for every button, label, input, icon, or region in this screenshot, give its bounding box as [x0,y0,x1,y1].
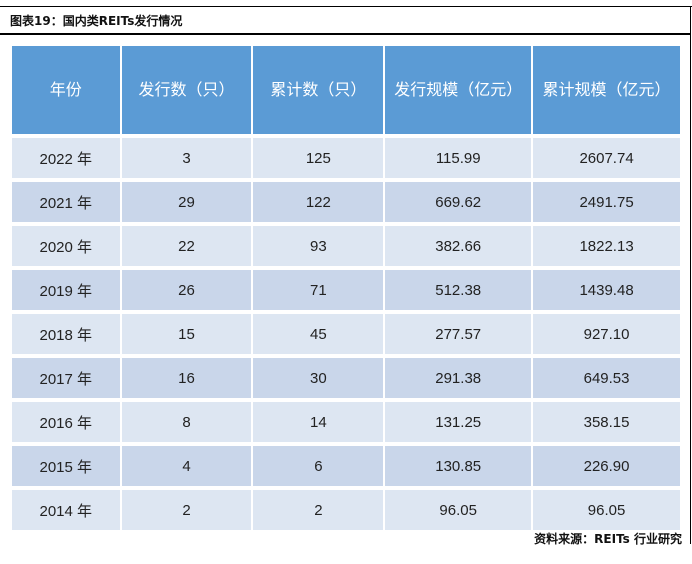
cell-issued-scale: 277.57 [385,314,532,354]
cell-issued-scale: 115.99 [385,138,532,178]
cell-issued-scale: 669.62 [385,182,532,222]
title-divider [0,33,691,35]
cell-cumulative-scale: 927.10 [533,314,680,354]
cell-issued-count: 4 [121,446,252,486]
cell-year: 2022 年 [12,138,120,178]
header-row: 年份 发行数（只） 累计数（只） 发行规模（亿元） 累计规模（亿元） [12,46,680,134]
header-cumulative-scale: 累计规模（亿元） [533,46,680,134]
cell-year: 2018 年 [12,314,120,354]
cell-issued-count: 16 [121,358,252,398]
cell-issued-scale: 382.66 [385,226,532,266]
header-issued-count: 发行数（只） [121,46,252,134]
cell-cumulative-count: 122 [253,182,384,222]
cell-issued-count: 22 [121,226,252,266]
cell-cumulative-count: 30 [253,358,384,398]
cell-cumulative-scale: 1439.48 [533,270,680,310]
cell-year: 2016 年 [12,402,120,442]
reits-issuance-table: 年份 发行数（只） 累计数（只） 发行规模（亿元） 累计规模（亿元） 2022 … [10,42,682,534]
cell-issued-count: 3 [121,138,252,178]
cell-issued-count: 26 [121,270,252,310]
cell-year: 2020 年 [12,226,120,266]
figure-title: 图表19：国内类REITs发行情况 [10,14,183,28]
cell-year: 2017 年 [12,358,120,398]
cell-issued-scale: 96.05 [385,490,532,530]
table-row: 2017 年 16 30 291.38 649.53 [12,358,680,398]
table-row: 2020 年 22 93 382.66 1822.13 [12,226,680,266]
top-border [0,6,692,7]
cell-cumulative-scale: 2491.75 [533,182,680,222]
cell-cumulative-count: 125 [253,138,384,178]
cell-cumulative-count: 71 [253,270,384,310]
cell-year: 2014 年 [12,490,120,530]
table-row: 2022 年 3 125 115.99 2607.74 [12,138,680,178]
cell-issued-count: 29 [121,182,252,222]
cell-issued-count: 15 [121,314,252,354]
cell-cumulative-scale: 2607.74 [533,138,680,178]
cell-cumulative-scale: 226.90 [533,446,680,486]
cell-cumulative-scale: 649.53 [533,358,680,398]
cell-cumulative-count: 6 [253,446,384,486]
right-border [690,6,691,544]
table-row: 2014 年 2 2 96.05 96.05 [12,490,680,530]
source-note: 资料来源：REITs 行业研究 [534,532,682,546]
cell-year: 2015 年 [12,446,120,486]
cell-cumulative-count: 93 [253,226,384,266]
cell-cumulative-count: 45 [253,314,384,354]
cell-year: 2019 年 [12,270,120,310]
cell-issued-count: 8 [121,402,252,442]
cell-issued-scale: 291.38 [385,358,532,398]
cell-issued-count: 2 [121,490,252,530]
cell-cumulative-scale: 1822.13 [533,226,680,266]
cell-cumulative-count: 2 [253,490,384,530]
cell-issued-scale: 130.85 [385,446,532,486]
cell-issued-scale: 131.25 [385,402,532,442]
cell-issued-scale: 512.38 [385,270,532,310]
table-row: 2021 年 29 122 669.62 2491.75 [12,182,680,222]
header-year: 年份 [12,46,120,134]
header-issued-scale: 发行规模（亿元） [385,46,532,134]
table-row: 2018 年 15 45 277.57 927.10 [12,314,680,354]
header-cumulative-count: 累计数（只） [253,46,384,134]
cell-year: 2021 年 [12,182,120,222]
table-row: 2015 年 4 6 130.85 226.90 [12,446,680,486]
cell-cumulative-scale: 96.05 [533,490,680,530]
cell-cumulative-count: 14 [253,402,384,442]
table-row: 2016 年 8 14 131.25 358.15 [12,402,680,442]
table-row: 2019 年 26 71 512.38 1439.48 [12,270,680,310]
cell-cumulative-scale: 358.15 [533,402,680,442]
